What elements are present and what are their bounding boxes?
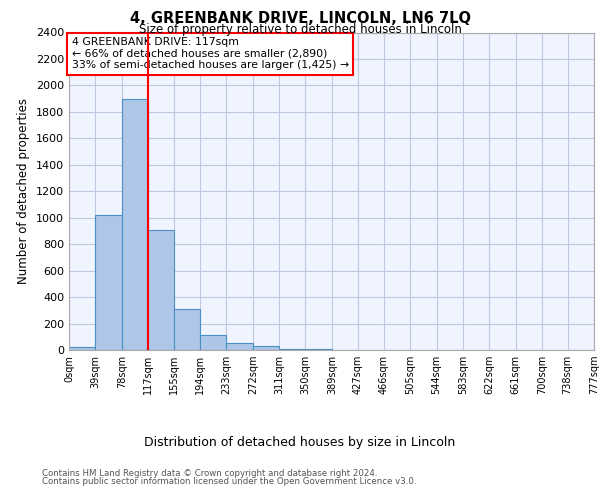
- Text: Contains HM Land Registry data © Crown copyright and database right 2024.: Contains HM Land Registry data © Crown c…: [42, 468, 377, 477]
- Bar: [174, 309, 200, 350]
- Bar: [226, 344, 253, 350]
- Bar: [279, 348, 305, 350]
- Text: Contains public sector information licensed under the Open Government Licence v3: Contains public sector information licen…: [42, 477, 416, 486]
- Bar: [200, 336, 226, 350]
- Text: Size of property relative to detached houses in Lincoln: Size of property relative to detached ho…: [139, 22, 461, 36]
- Text: Distribution of detached houses by size in Lincoln: Distribution of detached houses by size …: [145, 436, 455, 449]
- Y-axis label: Number of detached properties: Number of detached properties: [17, 98, 31, 284]
- Bar: [253, 346, 279, 350]
- Text: 4, GREENBANK DRIVE, LINCOLN, LN6 7LQ: 4, GREENBANK DRIVE, LINCOLN, LN6 7LQ: [130, 11, 470, 26]
- Bar: [95, 215, 122, 350]
- Bar: [148, 230, 174, 350]
- Bar: [69, 346, 95, 350]
- Text: 4 GREENBANK DRIVE: 117sqm
← 66% of detached houses are smaller (2,890)
33% of se: 4 GREENBANK DRIVE: 117sqm ← 66% of detac…: [71, 38, 349, 70]
- Bar: [122, 98, 148, 350]
